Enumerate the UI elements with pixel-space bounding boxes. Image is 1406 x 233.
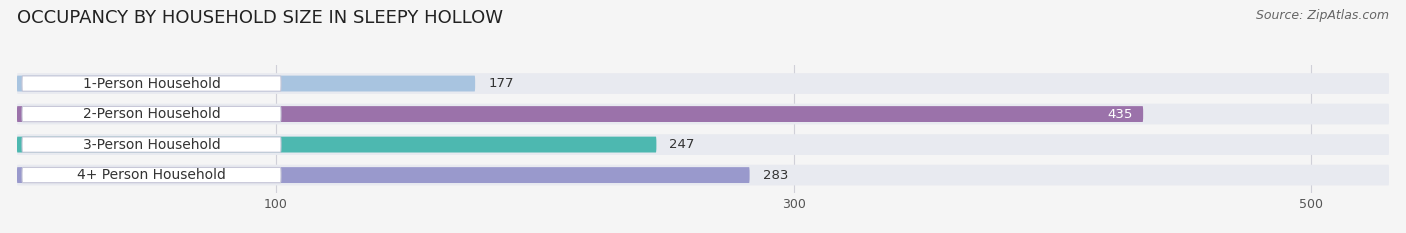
FancyBboxPatch shape [17,134,1389,155]
FancyBboxPatch shape [17,106,1143,122]
FancyBboxPatch shape [22,106,281,122]
FancyBboxPatch shape [17,165,1389,185]
FancyBboxPatch shape [17,104,1389,124]
FancyBboxPatch shape [22,168,281,183]
Text: OCCUPANCY BY HOUSEHOLD SIZE IN SLEEPY HOLLOW: OCCUPANCY BY HOUSEHOLD SIZE IN SLEEPY HO… [17,9,503,27]
Text: Source: ZipAtlas.com: Source: ZipAtlas.com [1256,9,1389,22]
Text: 2-Person Household: 2-Person Household [83,107,221,121]
Text: 247: 247 [669,138,695,151]
Text: 435: 435 [1108,108,1133,120]
Text: 3-Person Household: 3-Person Household [83,137,221,152]
FancyBboxPatch shape [22,137,281,152]
FancyBboxPatch shape [17,73,1389,94]
FancyBboxPatch shape [17,137,657,153]
FancyBboxPatch shape [22,76,281,91]
FancyBboxPatch shape [17,76,475,92]
Text: 4+ Person Household: 4+ Person Household [77,168,226,182]
Text: 177: 177 [488,77,513,90]
Text: 1-Person Household: 1-Person Household [83,77,221,91]
Text: 283: 283 [762,169,787,182]
FancyBboxPatch shape [17,167,749,183]
